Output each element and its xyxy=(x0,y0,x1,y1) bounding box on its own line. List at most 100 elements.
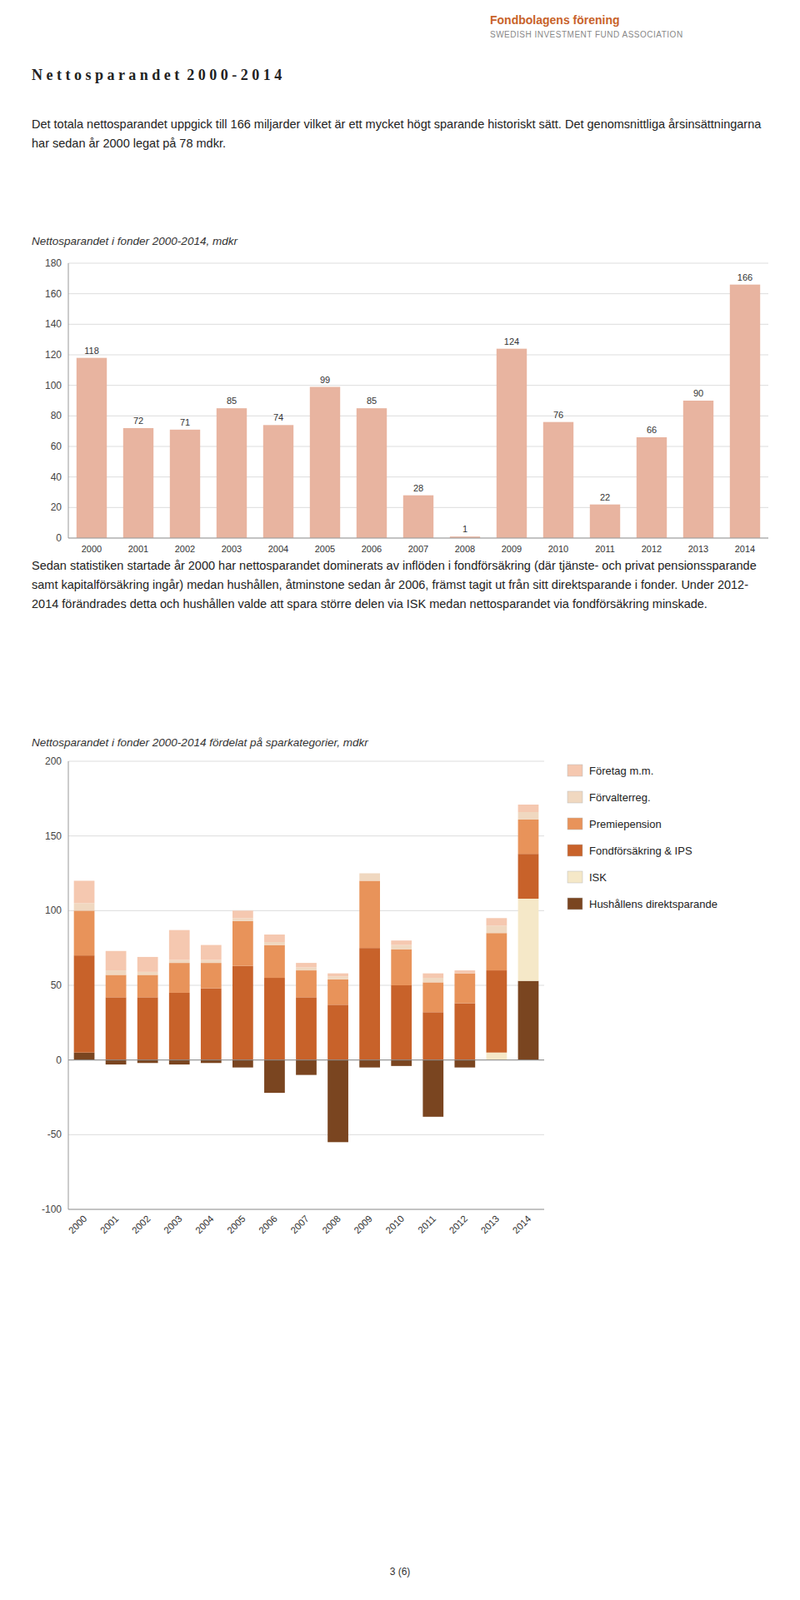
y-axis xyxy=(68,761,70,1210)
legend-label: Fondförsäkring & IPS xyxy=(589,845,693,858)
x-tick-label: 2010 xyxy=(384,1214,407,1237)
bar-segment xyxy=(359,874,380,882)
grid-line xyxy=(68,263,769,265)
x-tick-label: 2005 xyxy=(225,1214,248,1237)
bar-segment xyxy=(454,1060,475,1069)
bar-segment xyxy=(137,957,159,973)
y-tick-label: 160 xyxy=(45,288,62,300)
bar xyxy=(543,422,574,539)
y-tick-label: 20 xyxy=(50,501,63,514)
grid-line xyxy=(68,1210,545,1211)
legend-label: Förvalterreg. xyxy=(589,791,651,805)
grid-line xyxy=(68,1135,545,1136)
x-tick-label: 2013 xyxy=(479,1214,502,1237)
logo-title: Fondbolagens förening xyxy=(490,13,684,27)
page-title: N e t t o s p a r a n d e t 2 0 0 0 - 2 … xyxy=(31,66,282,85)
legend-swatch xyxy=(567,791,583,804)
x-tick-label: 2008 xyxy=(455,544,475,555)
bar-segment xyxy=(137,997,159,1060)
y-tick-label: 50 xyxy=(50,980,63,992)
bar-segment xyxy=(169,993,190,1061)
marks xyxy=(76,285,760,539)
bar-segment xyxy=(137,972,159,976)
y-tick-label: 0 xyxy=(55,532,62,545)
legend-swatch xyxy=(567,845,583,857)
x-tick-label: 2009 xyxy=(351,1214,375,1237)
data-label: 76 xyxy=(553,410,564,420)
bar-segment xyxy=(74,955,95,1054)
y-tick-label: 120 xyxy=(45,349,62,361)
grid-line xyxy=(68,910,545,912)
grid-line xyxy=(68,1060,545,1061)
y-tick-label: -100 xyxy=(41,1204,62,1216)
x-axis xyxy=(68,1210,545,1211)
chart-1: 0204060801001201401601801187271857499852… xyxy=(0,251,800,560)
bar-segment xyxy=(390,985,412,1061)
bar-segment xyxy=(327,980,349,1005)
bar-segment xyxy=(486,933,508,971)
bar xyxy=(730,285,760,539)
x-tick-label: 2014 xyxy=(735,544,755,555)
bar-segment xyxy=(422,974,444,979)
data-label: 71 xyxy=(180,417,190,428)
data-label: 124 xyxy=(504,336,520,347)
bar-segment xyxy=(518,899,540,982)
paragraph: Sedan statistiken startade år 2000 har n… xyxy=(31,556,769,615)
x-axis xyxy=(68,538,769,540)
bar-segment xyxy=(74,1053,95,1061)
bar xyxy=(216,408,247,539)
bar-segment xyxy=(518,820,540,855)
legend-label: Hushållens direktsparande xyxy=(589,898,718,911)
bar-segment xyxy=(264,935,285,943)
bar-segment xyxy=(359,948,380,1061)
legend-swatch xyxy=(567,765,583,777)
bar-segment xyxy=(137,1060,159,1065)
bar-segment xyxy=(264,978,285,1061)
x-tick-label: 2013 xyxy=(688,544,709,555)
data-label: 28 xyxy=(413,483,424,494)
chart-2: -100-50050100150200200020012002200320042… xyxy=(0,753,800,1287)
bar-segment xyxy=(327,976,349,980)
bar xyxy=(590,505,620,539)
x-tick-label: 2002 xyxy=(175,544,195,555)
data-label: 166 xyxy=(737,272,753,283)
bar-segment xyxy=(137,975,159,998)
bar-segment xyxy=(105,970,127,975)
y-tick-label: 100 xyxy=(45,380,62,392)
bar-segment xyxy=(454,1004,475,1061)
data-label: 118 xyxy=(84,345,100,356)
x-tick-label: 2006 xyxy=(361,544,382,555)
data-label: 99 xyxy=(320,375,330,385)
bar-segment xyxy=(390,945,412,950)
bar-segment xyxy=(295,967,317,971)
x-tick-label: 2000 xyxy=(81,544,102,555)
y-tick-label: 100 xyxy=(45,905,62,917)
bar-segment xyxy=(200,963,222,989)
marks xyxy=(74,805,540,1143)
bar-segment xyxy=(232,1060,254,1069)
y-tick-label: -50 xyxy=(47,1129,63,1141)
x-tick-label: 2004 xyxy=(193,1214,216,1237)
y-tick-label: 60 xyxy=(50,440,63,453)
bar-segment xyxy=(232,918,254,922)
bar-segment xyxy=(169,960,190,965)
bar xyxy=(683,400,714,539)
bar xyxy=(76,358,107,539)
x-tick-label: 2001 xyxy=(98,1214,121,1237)
x-tick-label: 2008 xyxy=(320,1214,343,1237)
bar-segment xyxy=(232,910,254,919)
y-tick-label: 150 xyxy=(45,830,62,843)
bar-segment xyxy=(486,918,508,926)
bar-segment xyxy=(74,910,95,956)
bar-segment xyxy=(200,989,222,1061)
legend-label: ISK xyxy=(589,871,607,885)
bar-segment xyxy=(295,970,317,998)
chart-title: Nettosparandet i fonder 2000-2014, mdkr xyxy=(31,235,238,248)
legend-label: Företag m.m. xyxy=(589,765,654,778)
data-label: 74 xyxy=(273,412,284,423)
x-tick-label: 2002 xyxy=(130,1214,153,1237)
x-tick-label: 2007 xyxy=(408,544,429,555)
bar-segment xyxy=(169,1060,190,1065)
bar-segment xyxy=(422,982,444,1013)
bar-segment xyxy=(359,880,380,949)
